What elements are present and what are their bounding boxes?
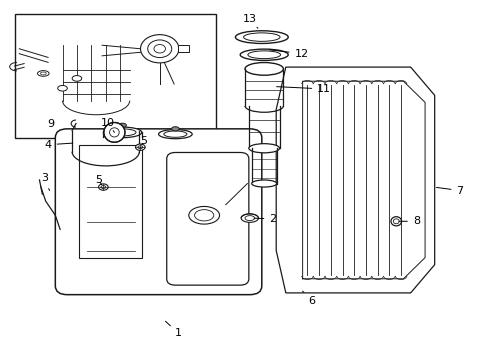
Ellipse shape: [241, 214, 258, 222]
Ellipse shape: [138, 146, 143, 149]
Ellipse shape: [98, 184, 108, 190]
Bar: [79, 145, 142, 258]
Ellipse shape: [189, 207, 220, 224]
Ellipse shape: [248, 51, 281, 59]
Ellipse shape: [103, 127, 142, 138]
Text: 12: 12: [270, 49, 309, 59]
Ellipse shape: [110, 128, 119, 137]
Ellipse shape: [104, 122, 125, 142]
Ellipse shape: [159, 130, 192, 139]
Text: 13: 13: [243, 14, 258, 28]
Ellipse shape: [58, 85, 67, 91]
Ellipse shape: [245, 216, 255, 221]
Ellipse shape: [244, 33, 280, 41]
Text: 4: 4: [45, 140, 73, 150]
Ellipse shape: [154, 45, 166, 53]
Bar: [15, 14, 216, 138]
Ellipse shape: [141, 35, 179, 63]
Text: 3: 3: [41, 173, 49, 190]
Text: 7: 7: [437, 186, 464, 195]
Ellipse shape: [252, 180, 277, 187]
Text: 1: 1: [166, 321, 182, 338]
Ellipse shape: [119, 123, 126, 127]
Text: 9: 9: [47, 118, 54, 129]
Text: 2: 2: [254, 214, 276, 224]
Ellipse shape: [235, 31, 288, 44]
Text: 6: 6: [303, 291, 316, 306]
Ellipse shape: [101, 186, 106, 189]
Text: 11: 11: [276, 84, 331, 94]
Ellipse shape: [393, 219, 399, 224]
Ellipse shape: [240, 49, 288, 60]
FancyBboxPatch shape: [167, 153, 249, 285]
Ellipse shape: [164, 131, 187, 137]
Text: 5: 5: [95, 175, 102, 185]
Ellipse shape: [72, 76, 82, 81]
Ellipse shape: [172, 127, 179, 131]
Ellipse shape: [391, 217, 401, 226]
Text: 8: 8: [399, 216, 420, 226]
Ellipse shape: [38, 71, 49, 76]
Text: 5: 5: [141, 136, 147, 146]
Ellipse shape: [249, 144, 280, 153]
Polygon shape: [276, 67, 435, 293]
FancyBboxPatch shape: [55, 129, 262, 294]
Text: 10: 10: [101, 118, 115, 132]
Ellipse shape: [245, 63, 283, 75]
Bar: [178, 45, 189, 52]
Ellipse shape: [109, 129, 136, 136]
Ellipse shape: [41, 72, 46, 75]
Ellipse shape: [136, 144, 145, 150]
Ellipse shape: [195, 210, 214, 221]
Ellipse shape: [147, 40, 172, 58]
